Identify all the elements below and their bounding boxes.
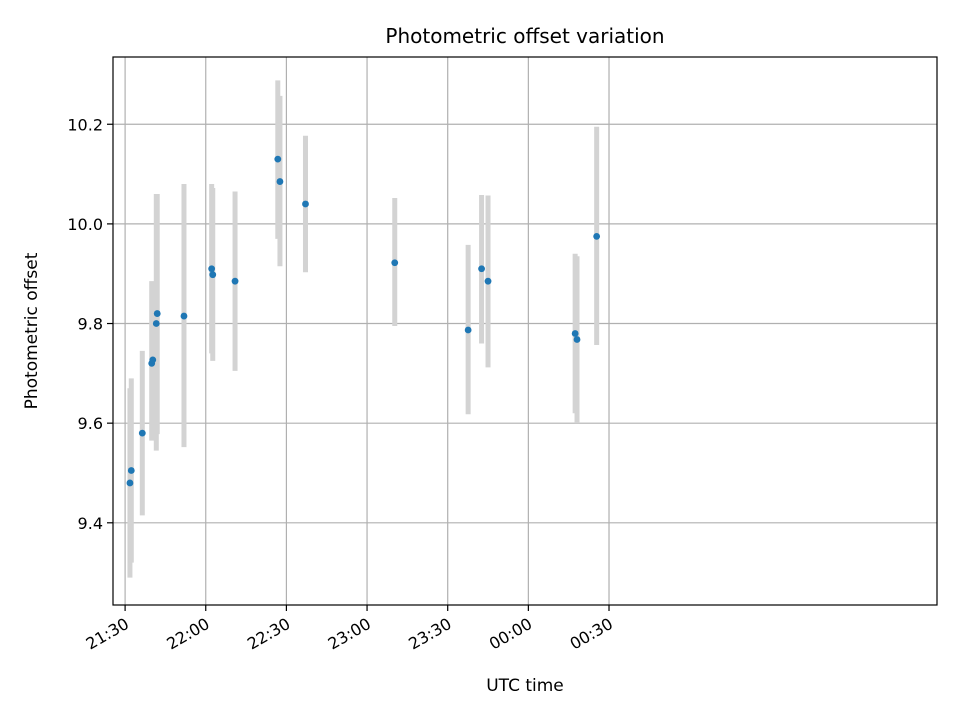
x-tick-label: 22:00	[163, 614, 212, 654]
data-point	[478, 265, 485, 273]
data-point	[231, 277, 239, 285]
data-point	[484, 277, 492, 285]
data-points	[126, 155, 601, 487]
chart-title: Photometric offset variation	[385, 24, 664, 48]
data-point	[391, 259, 399, 267]
x-tick-label: 22:30	[244, 614, 293, 654]
x-tick-label: 21:30	[83, 614, 132, 654]
data-point	[593, 232, 601, 240]
data-point	[138, 429, 146, 437]
data-point	[127, 467, 135, 474]
y-tick-label: 9.4	[78, 514, 103, 533]
x-tick-label: 23:30	[405, 614, 454, 654]
x-axis-title: UTC time	[486, 676, 564, 696]
data-point	[152, 320, 160, 327]
data-point	[464, 326, 472, 334]
data-point	[208, 265, 216, 273]
data-point	[302, 200, 309, 208]
x-tick-label: 00:00	[486, 614, 535, 654]
data-point	[149, 356, 157, 364]
plot-frame	[112, 56, 938, 606]
x-axis-ticks: 21:30 22:00 22:30 23:00 23:30 00:00 00:30	[83, 605, 616, 654]
data-point	[126, 479, 134, 487]
error-bars	[127, 80, 600, 578]
data-point	[180, 312, 188, 320]
y-tick-label: 9.8	[78, 315, 103, 334]
data-point	[573, 336, 581, 343]
grid	[113, 57, 937, 605]
y-axis-title: Photometric offset	[22, 252, 42, 409]
x-tick-label: 00:30	[567, 614, 616, 654]
x-tick-label: 23:00	[325, 614, 374, 654]
y-tick-label: 10.0	[67, 215, 103, 234]
data-point	[153, 310, 161, 317]
data-point	[274, 155, 282, 163]
y-tick-label: 10.2	[67, 115, 103, 134]
data-point	[276, 178, 284, 185]
y-axis-ticks: 9.4 9.6 9.8 10.0 10.2	[67, 115, 113, 533]
data-point	[571, 330, 579, 337]
y-tick-label: 9.6	[78, 414, 103, 433]
data-point	[209, 271, 217, 279]
